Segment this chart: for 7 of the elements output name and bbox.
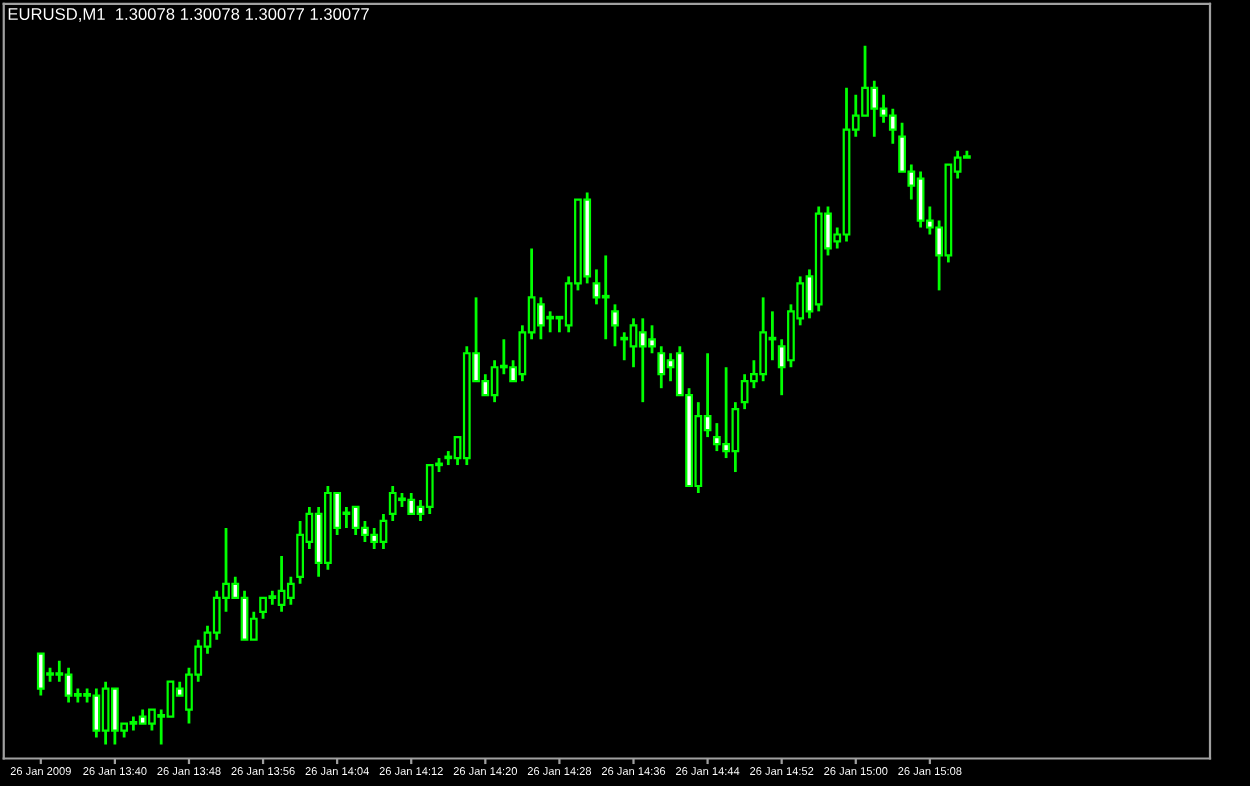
candlestick <box>888 107 897 146</box>
candlestick <box>611 302 619 348</box>
candlestick <box>601 254 610 341</box>
candlestick <box>286 575 295 607</box>
chart-title: EURUSD,M1 1.30078 1.30078 1.30077 1.30077 <box>8 8 369 22</box>
candlestick <box>620 330 629 362</box>
candlestick <box>657 344 666 390</box>
